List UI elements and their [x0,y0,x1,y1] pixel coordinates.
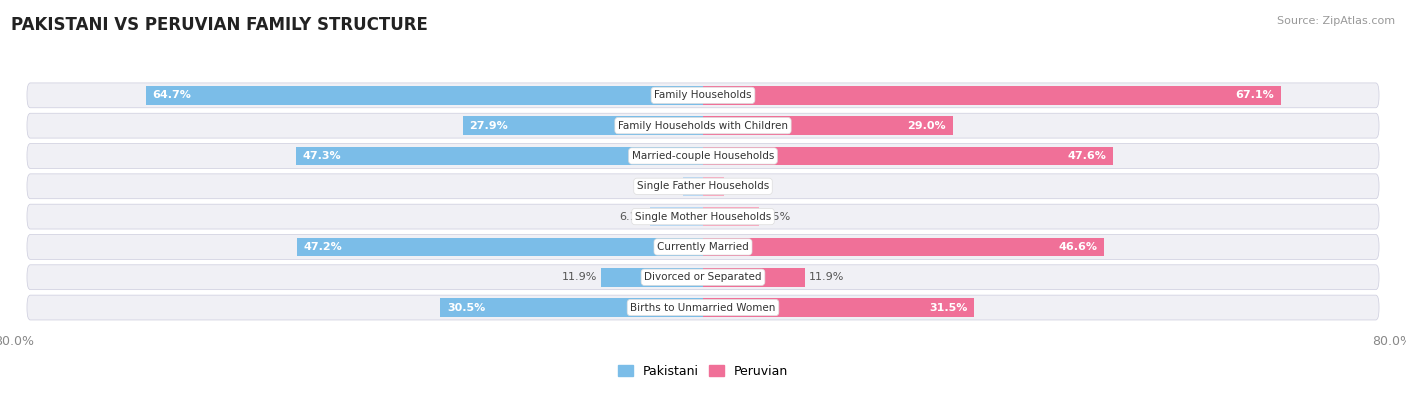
Bar [297,237,703,256]
FancyBboxPatch shape [27,143,1379,168]
Text: 27.9%: 27.9% [470,120,509,131]
FancyBboxPatch shape [27,113,1379,138]
Bar [703,298,974,317]
Text: Married-couple Households: Married-couple Households [631,151,775,161]
Text: Source: ZipAtlas.com: Source: ZipAtlas.com [1277,16,1395,26]
Text: 2.4%: 2.4% [727,181,755,191]
Text: PAKISTANI VS PERUVIAN FAMILY STRUCTURE: PAKISTANI VS PERUVIAN FAMILY STRUCTURE [11,16,427,34]
Bar [703,237,1104,256]
Text: Single Mother Households: Single Mother Households [636,212,770,222]
FancyBboxPatch shape [27,295,1379,320]
Bar [440,298,703,317]
Text: 6.5%: 6.5% [762,212,790,222]
Text: 31.5%: 31.5% [929,303,967,312]
Text: 11.9%: 11.9% [808,272,844,282]
Text: Single Father Households: Single Father Households [637,181,769,191]
Text: Births to Unmarried Women: Births to Unmarried Women [630,303,776,312]
Text: 46.6%: 46.6% [1059,242,1098,252]
Bar [600,268,703,287]
Text: 64.7%: 64.7% [153,90,191,100]
Bar [703,207,759,226]
FancyBboxPatch shape [27,235,1379,260]
Text: 47.2%: 47.2% [304,242,342,252]
Text: Divorced or Separated: Divorced or Separated [644,272,762,282]
Text: 30.5%: 30.5% [447,303,485,312]
Text: 47.3%: 47.3% [302,151,342,161]
FancyBboxPatch shape [27,83,1379,108]
Text: 47.6%: 47.6% [1067,151,1107,161]
Text: 2.3%: 2.3% [651,181,679,191]
Text: 29.0%: 29.0% [907,120,946,131]
Text: Currently Married: Currently Married [657,242,749,252]
FancyBboxPatch shape [27,174,1379,199]
Bar [703,147,1114,166]
Text: 67.1%: 67.1% [1236,90,1274,100]
Text: Family Households: Family Households [654,90,752,100]
Bar [703,177,724,196]
Text: 6.1%: 6.1% [619,212,647,222]
Text: Family Households with Children: Family Households with Children [619,120,787,131]
Bar [651,207,703,226]
Bar [703,86,1281,105]
FancyBboxPatch shape [27,265,1379,290]
Legend: Pakistani, Peruvian: Pakistani, Peruvian [613,360,793,383]
Bar [295,147,703,166]
Bar [703,116,953,135]
Bar [146,86,703,105]
Bar [683,177,703,196]
Bar [703,268,806,287]
Text: 11.9%: 11.9% [562,272,598,282]
Bar [463,116,703,135]
FancyBboxPatch shape [27,204,1379,229]
